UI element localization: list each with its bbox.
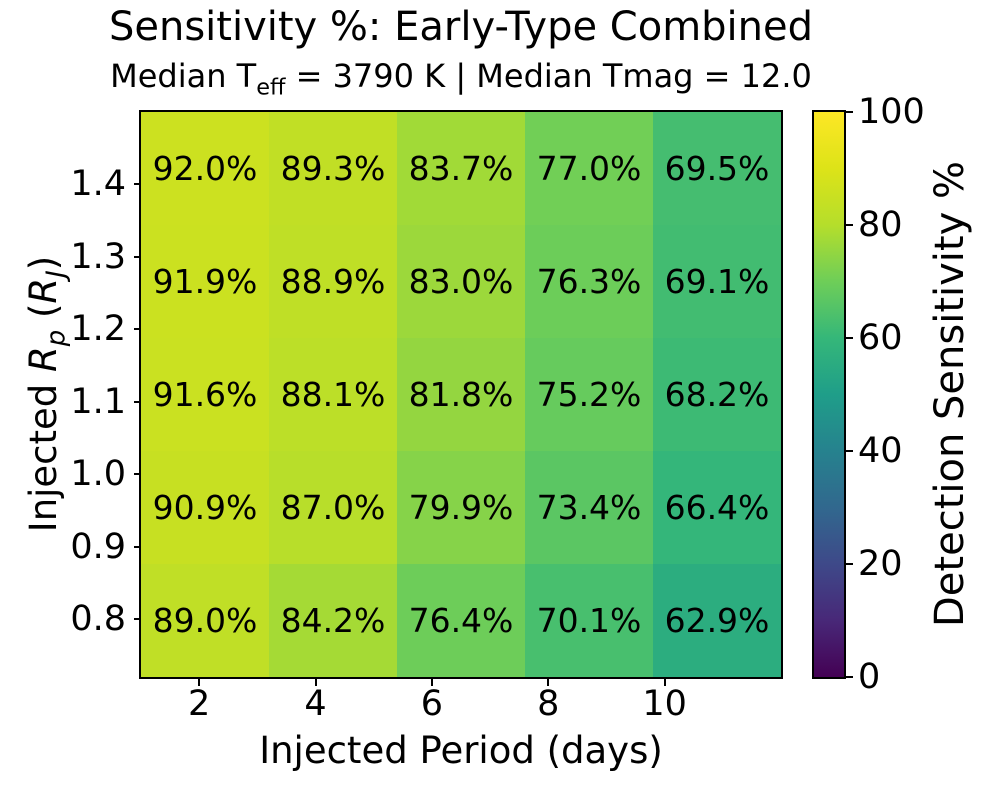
subtitle-text-post: = 3790 K | Median Tmag = 12.0	[285, 57, 812, 95]
cell-value-label: 75.2%	[536, 375, 642, 414]
cell-value-label: 83.7%	[408, 149, 514, 188]
y-axis-tick-mark	[134, 328, 141, 331]
cell-value-label: 66.4%	[664, 488, 770, 527]
colorbar-tick-mark	[846, 676, 853, 678]
cell-value-label: 81.8%	[408, 375, 514, 414]
cell-value-label: 73.4%	[536, 488, 642, 527]
heatmap-cell: 83.0%	[397, 225, 525, 338]
y-axis-tick-label: 1.4	[70, 164, 126, 205]
y-axis-tick-label: 1.2	[70, 309, 126, 350]
colorbar-tick-mark	[846, 111, 853, 113]
cell-value-label: 91.6%	[152, 375, 258, 414]
colorbar-tick-label: 20	[858, 544, 903, 584]
heatmap-cell: 69.1%	[653, 225, 781, 338]
colorbar-gradient	[812, 110, 846, 679]
x-axis-tick-label: 8	[537, 684, 560, 724]
x-axis-tick-mark	[314, 679, 317, 686]
cell-value-label: 79.9%	[408, 488, 514, 527]
cell-value-label: 92.0%	[152, 149, 258, 188]
heatmap-cell: 77.0%	[525, 112, 653, 225]
cell-value-label: 88.9%	[280, 262, 386, 301]
heatmap-cell: 87.0%	[269, 451, 397, 564]
colorbar-tick-mark	[846, 563, 853, 565]
y-axis-tick-label: 1.3	[70, 236, 126, 277]
heatmap-cell: 76.3%	[525, 225, 653, 338]
heatmap-cell: 89.3%	[269, 112, 397, 225]
y-axis-tick-mark	[134, 255, 141, 258]
cell-value-label: 88.1%	[280, 375, 386, 414]
heatmap-cell: 91.6%	[141, 338, 269, 451]
y-axis-label-rj: R	[22, 277, 65, 304]
x-axis-tick-mark	[663, 679, 666, 686]
y-axis-tick-label: 1.1	[70, 381, 126, 422]
y-axis-tick-label: 0.9	[70, 526, 126, 567]
heatmap-cell: 70.1%	[525, 564, 653, 677]
heatmap-cell: 90.9%	[141, 451, 269, 564]
cell-value-label: 69.1%	[664, 262, 770, 301]
colorbar-tick-label: 100	[858, 92, 925, 132]
x-axis-tick-label: 6	[420, 684, 444, 724]
heatmap-cell: 68.2%	[653, 338, 781, 451]
cell-value-label: 76.3%	[536, 262, 642, 301]
x-axis-tick-label: 10	[642, 684, 687, 724]
cell-value-label: 68.2%	[664, 375, 770, 414]
x-axis-tick-mark	[430, 679, 433, 686]
heatmap-cell: 83.7%	[397, 112, 525, 225]
cell-value-label: 87.0%	[280, 488, 386, 527]
colorbar-tick-mark	[846, 337, 853, 339]
cell-value-label: 70.1%	[536, 601, 642, 640]
y-axis-tick-mark	[134, 183, 141, 186]
y-axis-tick-mark	[134, 400, 141, 403]
colorbar-tick-mark	[846, 224, 853, 226]
chart-title: Sensitivity %: Early-Type Combined	[108, 4, 814, 50]
cell-value-label: 77.0%	[536, 149, 642, 188]
heatmap-cell: 81.8%	[397, 338, 525, 451]
cell-value-label: 62.9%	[664, 601, 770, 640]
y-axis-tick-label: 0.8	[70, 599, 126, 640]
x-axis-tick-label: 2	[188, 684, 211, 724]
heatmap-cell: 66.4%	[653, 451, 781, 564]
colorbar-tick-mark	[846, 450, 853, 452]
y-axis-tick-mark	[134, 473, 141, 476]
heatmap-cell: 92.0%	[141, 112, 269, 225]
heatmap-cell: 79.9%	[397, 451, 525, 564]
colorbar-tick-label: 80	[858, 205, 903, 245]
y-axis-tick-mark	[134, 545, 141, 548]
heatmap-cell: 62.9%	[653, 564, 781, 677]
heatmap-cell: 88.9%	[269, 225, 397, 338]
chart-subtitle: Median Teff = 3790 K | Median Tmag = 12.…	[61, 56, 861, 99]
x-axis-tick-mark	[198, 679, 201, 686]
cell-value-label: 83.0%	[408, 262, 514, 301]
x-axis-tick-label: 4	[304, 684, 327, 724]
cell-value-label: 76.4%	[408, 601, 514, 640]
colorbar-tick-label: 40	[858, 431, 903, 471]
cell-value-label: 91.9%	[152, 262, 258, 301]
heatmap-cell: 69.5%	[653, 112, 781, 225]
colorbar-tick-label: 60	[858, 318, 903, 358]
cell-value-label: 89.0%	[152, 601, 258, 640]
cell-value-label: 84.2%	[280, 601, 386, 640]
heatmap-cell: 89.0%	[141, 564, 269, 677]
heatmap-cell: 75.2%	[525, 338, 653, 451]
x-axis-label: Injected Period (days)	[259, 729, 663, 772]
y-axis-tick-mark	[134, 618, 141, 621]
colorbar-label: Detection Sensitivity %	[927, 161, 973, 627]
cell-value-label: 90.9%	[152, 488, 258, 527]
heatmap-cell: 76.4%	[397, 564, 525, 677]
heatmap-cell: 73.4%	[525, 451, 653, 564]
subtitle-subscript: eff	[256, 74, 286, 101]
colorbar-tick-label: 0	[858, 657, 881, 697]
y-axis-tick-label: 1.0	[70, 454, 126, 495]
cell-value-label: 89.3%	[280, 149, 386, 188]
heatmap-cell: 88.1%	[269, 338, 397, 451]
x-axis-tick-mark	[547, 679, 550, 686]
heatmap-cell: 91.9%	[141, 225, 269, 338]
heatmap-cell: 84.2%	[269, 564, 397, 677]
heatmap-plot: 92.0% 89.3% 83.7% 77.0% 69.5% 91.9% 88.9% 83.0%…	[139, 110, 783, 679]
subtitle-text-pre: Median T	[110, 57, 257, 95]
cell-value-label: 69.5%	[664, 149, 770, 188]
